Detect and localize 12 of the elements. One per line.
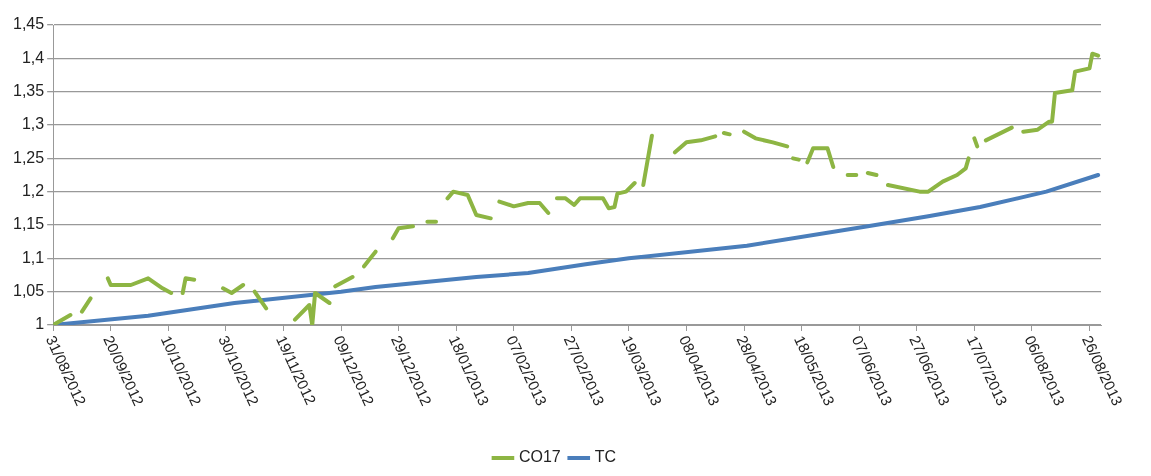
y-tick-label: 1,1 (21, 248, 45, 266)
y-tick-label: 1,35 (13, 82, 45, 100)
y-tick-label: 1,05 (13, 282, 45, 300)
y-tick-label: 1,3 (21, 115, 45, 133)
y-tick-label: 1,25 (13, 148, 45, 166)
legend-label: TC (594, 448, 617, 466)
y-tick-label: 1 (35, 315, 45, 333)
y-tick-label: 1,4 (21, 48, 45, 66)
y-tick-label: 1,15 (13, 215, 45, 233)
y-tick-label: 1,45 (13, 15, 45, 33)
y-tick-label: 1,2 (21, 182, 45, 200)
legend-label: CO17 (518, 448, 561, 466)
